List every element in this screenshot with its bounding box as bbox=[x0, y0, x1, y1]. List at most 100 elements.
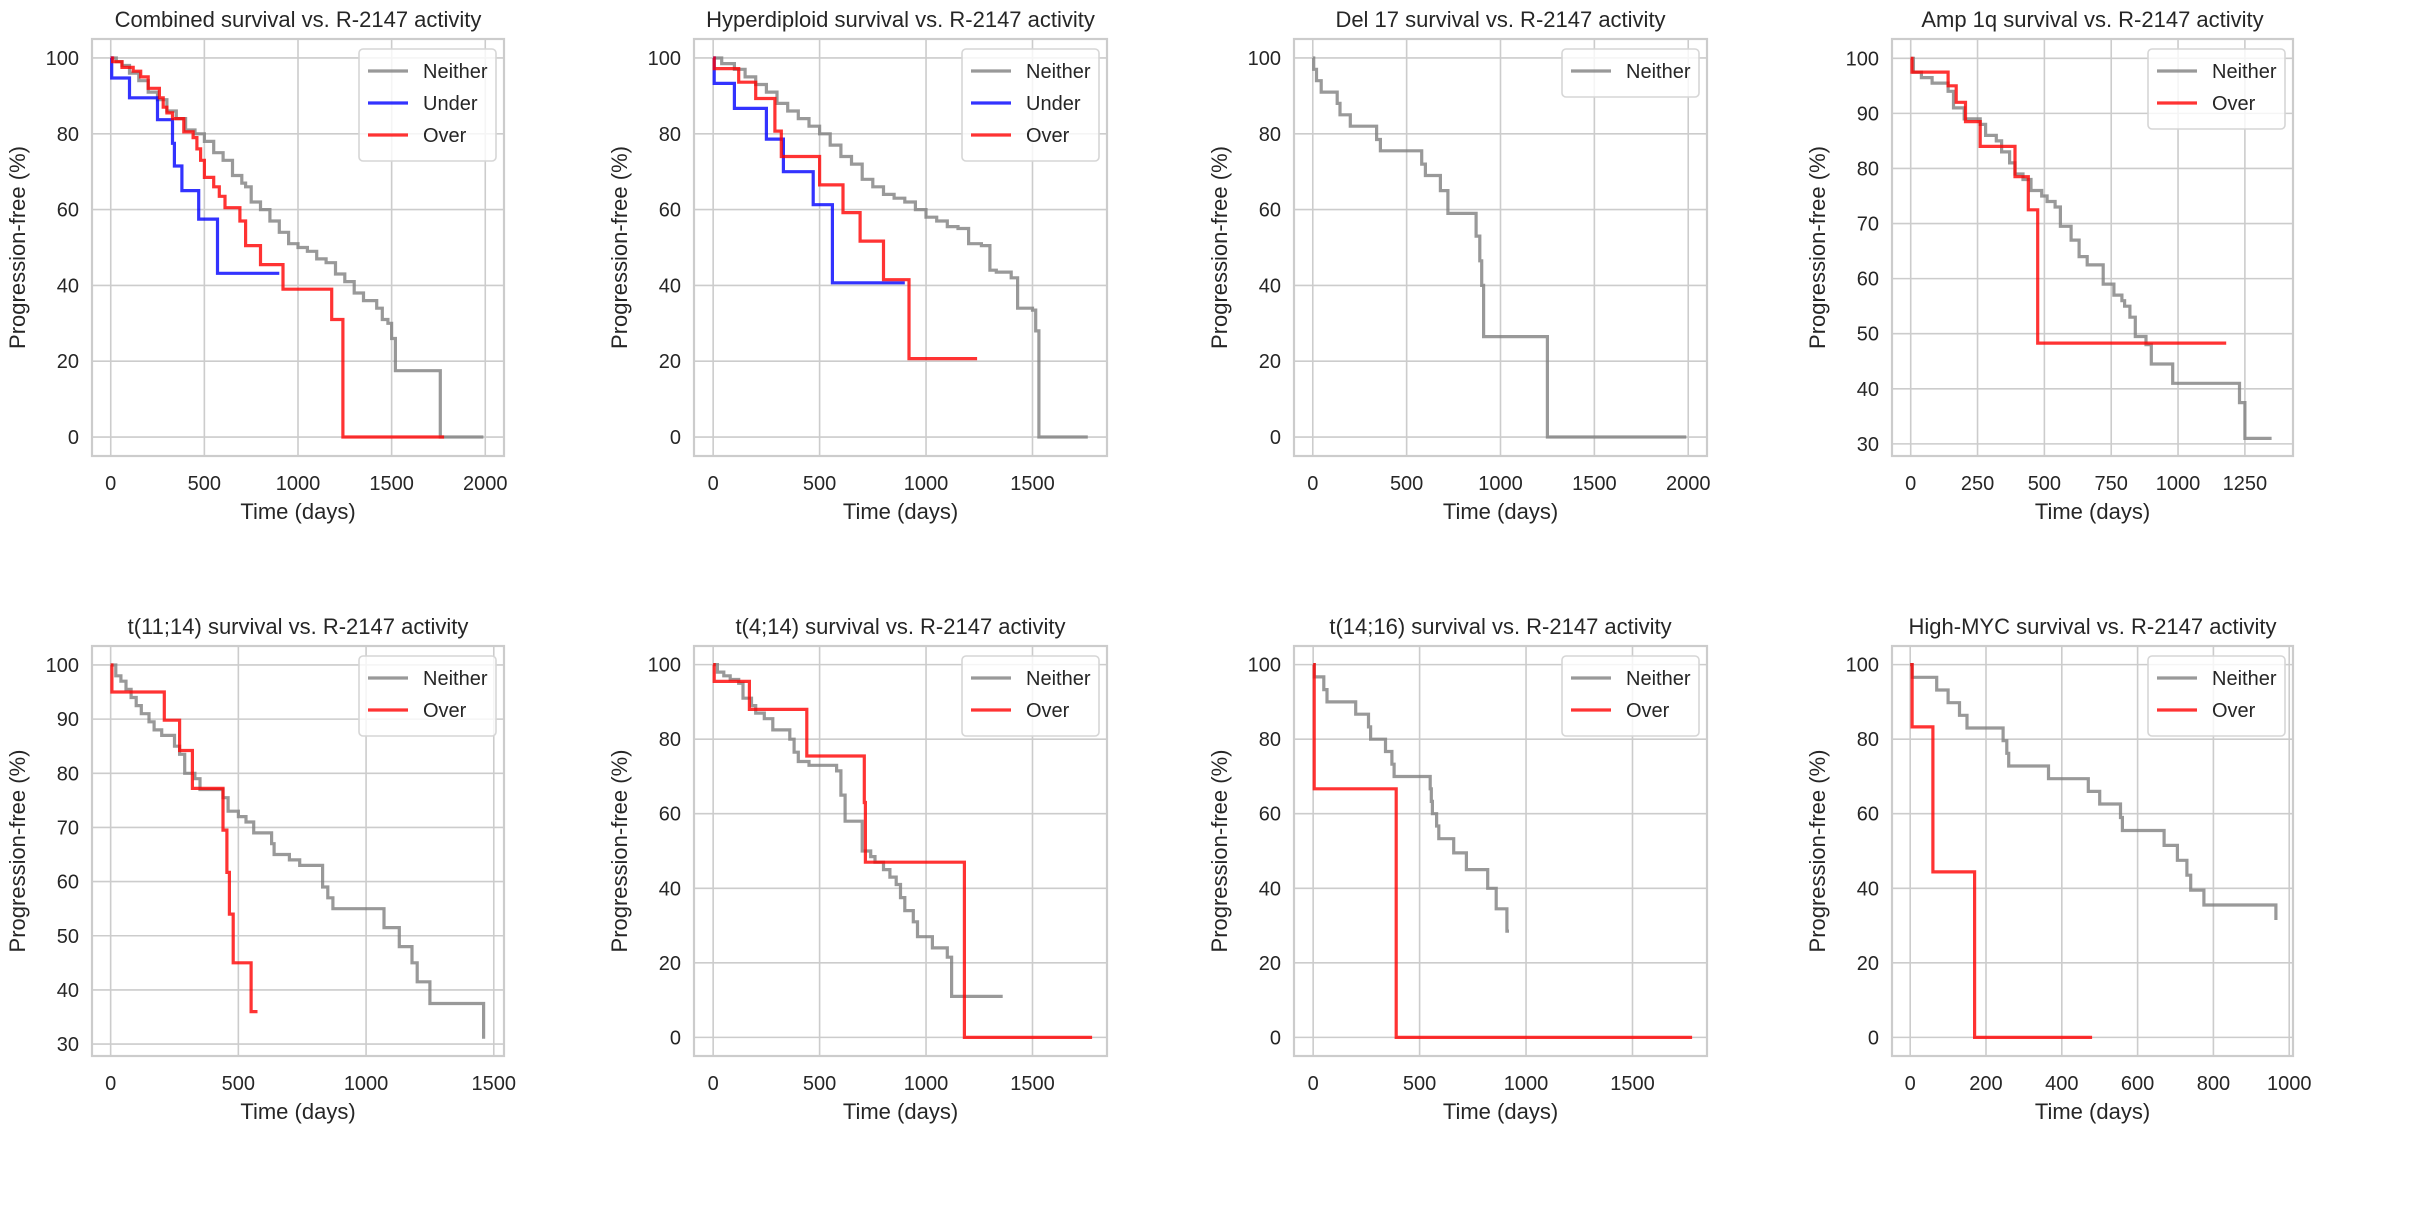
legend-box bbox=[961, 655, 1100, 737]
y-tick-label: 80 bbox=[659, 729, 681, 751]
y-tick-label: 100 bbox=[648, 48, 681, 70]
y-axis-label: Progression-free (%) bbox=[1207, 750, 1232, 953]
x-tick-label: 500 bbox=[803, 1073, 836, 1095]
y-tick-label: 100 bbox=[1248, 48, 1281, 70]
axes-frame bbox=[1292, 644, 1709, 1058]
x-axis-label: Time (days) bbox=[240, 1099, 355, 1124]
chart-title: t(4;14) survival vs. R-2147 activity bbox=[735, 614, 1065, 639]
x-tick-label: 1500 bbox=[1572, 473, 1617, 495]
x-tick-label: 1500 bbox=[1010, 473, 1055, 495]
y-axis-label: Progression-free (%) bbox=[607, 750, 632, 953]
axes-frame bbox=[692, 644, 1109, 1058]
x-tick-label: 1500 bbox=[472, 1073, 517, 1095]
x-tick-label: 1000 bbox=[2267, 1073, 2312, 1095]
legend-label-over: Over bbox=[1026, 700, 1070, 722]
y-tick-label: 60 bbox=[57, 200, 79, 222]
legend-label-neither: Neither bbox=[1626, 61, 1691, 83]
axes-frame bbox=[1890, 37, 2295, 458]
x-tick-label: 1000 bbox=[904, 473, 949, 495]
x-axis-label: Time (days) bbox=[1443, 499, 1558, 524]
x-axis-label: Time (days) bbox=[843, 1099, 958, 1124]
chart-title: High-MYC survival vs. R-2147 activity bbox=[1909, 614, 2277, 639]
x-tick-label: 0 bbox=[1905, 473, 1916, 495]
y-tick-label: 90 bbox=[57, 709, 79, 731]
panel-amp-1q: 0 250 500 750 1000 1250 30 40 50 60 70 80 90 100 Amp 1… bbox=[1805, 7, 2295, 524]
x-tick-label: 1000 bbox=[276, 473, 321, 495]
y-tick-label: 0 bbox=[1270, 1027, 1281, 1049]
x-tick-label: 1500 bbox=[1610, 1073, 1655, 1095]
legend-label-under: Under bbox=[423, 93, 478, 115]
legend: Neither Under Over bbox=[358, 48, 497, 162]
series-line-under bbox=[110, 56, 280, 275]
y-axis-label: Progression-free (%) bbox=[607, 146, 632, 349]
y-tick-label: 80 bbox=[1259, 729, 1281, 751]
legend: Neither Over bbox=[1561, 655, 1700, 737]
y-tick-label: 100 bbox=[1846, 655, 1879, 677]
y-tick-label: 100 bbox=[46, 48, 79, 70]
axes-frame bbox=[90, 37, 506, 458]
series-line-neither bbox=[1312, 56, 1687, 439]
panel-combined: 0 500 1000 1500 2000 0 20 40 60 80 100 Combined sur… bbox=[5, 7, 508, 524]
legend-label-neither: Neither bbox=[423, 61, 488, 83]
y-tick-label: 0 bbox=[1868, 1027, 1879, 1049]
series-line-over bbox=[1910, 663, 2093, 1039]
x-tick-label: 0 bbox=[708, 1073, 719, 1095]
legend: Neither Over bbox=[2147, 655, 2286, 737]
y-tick-label: 0 bbox=[670, 1027, 681, 1049]
x-tick-label: 1000 bbox=[2156, 473, 2201, 495]
y-tick-label: 50 bbox=[57, 926, 79, 948]
y-axis-label: Progression-free (%) bbox=[1207, 146, 1232, 349]
x-tick-label: 0 bbox=[105, 1073, 116, 1095]
x-tick-label: 1000 bbox=[1504, 1073, 1549, 1095]
x-axis-label: Time (days) bbox=[2035, 499, 2150, 524]
x-tick-label: 2000 bbox=[1666, 473, 1711, 495]
legend: Neither Over bbox=[961, 655, 1100, 737]
y-tick-label: 40 bbox=[57, 980, 79, 1002]
legend-label-neither: Neither bbox=[1026, 61, 1091, 83]
chart-title: Hyperdiploid survival vs. R-2147 activit… bbox=[706, 7, 1095, 32]
series-line-over bbox=[1910, 56, 2227, 345]
y-tick-label: 80 bbox=[1857, 729, 1879, 751]
y-axis-label: Progression-free (%) bbox=[1805, 750, 1830, 953]
legend-box bbox=[2147, 655, 2286, 737]
y-tick-label: 30 bbox=[57, 1034, 79, 1056]
y-tick-label: 80 bbox=[1259, 124, 1281, 146]
legend: Neither Over bbox=[2147, 48, 2286, 130]
y-tick-label: 70 bbox=[1857, 214, 1879, 236]
x-tick-label: 0 bbox=[1905, 1073, 1916, 1095]
panel-t-4-14: 0 500 1000 1500 0 20 40 60 80 100 t(4;14) survival… bbox=[607, 614, 1109, 1124]
y-tick-label: 40 bbox=[1857, 379, 1879, 401]
x-tick-label: 0 bbox=[105, 473, 116, 495]
y-tick-label: 100 bbox=[1846, 48, 1879, 70]
legend: Neither Over bbox=[358, 655, 497, 737]
x-axis-label: Time (days) bbox=[843, 499, 958, 524]
x-tick-label: 200 bbox=[1969, 1073, 2002, 1095]
y-tick-label: 60 bbox=[1259, 804, 1281, 826]
x-tick-label: 1500 bbox=[1010, 1073, 1055, 1095]
y-axis-label: Progression-free (%) bbox=[1805, 146, 1830, 349]
x-tick-label: 500 bbox=[803, 473, 836, 495]
panel-t-11-14: 0 500 1000 1500 30 40 50 60 70 80 90 100 t(11;14) su… bbox=[5, 614, 516, 1124]
y-tick-label: 80 bbox=[1857, 158, 1879, 180]
x-tick-label: 1250 bbox=[2223, 473, 2268, 495]
y-tick-label: 60 bbox=[659, 200, 681, 222]
y-tick-label: 40 bbox=[1259, 275, 1281, 297]
y-tick-label: 30 bbox=[1857, 434, 1879, 456]
y-tick-label: 40 bbox=[1259, 878, 1281, 900]
legend-box bbox=[2147, 48, 2286, 130]
y-tick-label: 60 bbox=[1857, 269, 1879, 291]
series-line-neither bbox=[713, 663, 1003, 998]
y-tick-label: 0 bbox=[670, 427, 681, 449]
x-axis-label: Time (days) bbox=[2035, 1099, 2150, 1124]
x-tick-label: 1000 bbox=[1478, 473, 1523, 495]
panel-high-myc: 0 200 400 600 800 1000 0 20 40 60 80 100 High-MYC su… bbox=[1805, 614, 2311, 1124]
y-tick-label: 20 bbox=[1857, 953, 1879, 975]
x-tick-label: 0 bbox=[708, 473, 719, 495]
x-tick-label: 1500 bbox=[369, 473, 414, 495]
y-tick-label: 80 bbox=[659, 124, 681, 146]
y-tick-label: 80 bbox=[57, 124, 79, 146]
legend-box bbox=[961, 48, 1100, 162]
panel-del-17: 0 500 1000 1500 2000 0 20 40 60 80 100 Del 17 survi… bbox=[1207, 7, 1710, 524]
series-line-under bbox=[712, 56, 905, 285]
